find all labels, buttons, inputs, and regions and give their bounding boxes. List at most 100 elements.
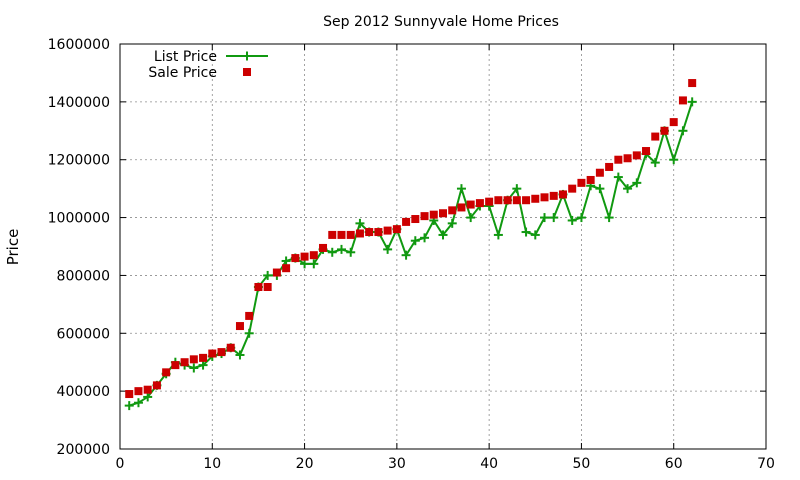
list-price-point	[133, 398, 143, 408]
y-tick-label: 400000	[57, 384, 110, 400]
sale-price-point	[522, 196, 531, 205]
sale-price-point	[263, 283, 272, 291]
list-price-point	[456, 184, 466, 194]
x-tick-label: 30	[388, 456, 406, 472]
sale-price-point	[152, 381, 161, 390]
sale-price-point	[457, 203, 466, 212]
sale-price-point	[217, 348, 226, 357]
legend-swatch-list-price	[226, 51, 268, 61]
sale-price-point	[669, 118, 678, 127]
y-tick-label: 600000	[57, 326, 110, 342]
list-price-point	[355, 218, 365, 228]
sale-price-point	[448, 206, 457, 215]
x-axis-ticks: 0 10 20 30 40 50 60 70	[116, 44, 775, 472]
sale-price-point	[319, 243, 328, 252]
x-tick-label: 70	[757, 456, 775, 472]
list-price-point	[309, 259, 319, 269]
sale-price-point	[125, 390, 134, 399]
grid-lines	[120, 44, 766, 449]
plot-series	[124, 79, 697, 411]
sale-price-point	[642, 147, 651, 156]
legend: List Price Sale Price	[148, 49, 268, 81]
list-price-point	[189, 363, 199, 373]
x-tick-label: 10	[203, 456, 221, 472]
sale-price-point	[392, 225, 401, 234]
list-price-point	[604, 213, 614, 223]
sale-price-point	[309, 251, 318, 260]
sale-price-point	[180, 358, 189, 367]
sale-price-point	[512, 196, 521, 205]
sale-price-point	[420, 212, 429, 221]
y-tick-label: 1000000	[48, 211, 110, 227]
x-tick-label: 0	[116, 456, 125, 472]
list-price-point	[466, 213, 476, 223]
x-tick-label: 20	[296, 456, 314, 472]
y-tick-label: 200000	[57, 442, 110, 458]
list-price-point	[687, 97, 697, 107]
sale-price-point	[595, 168, 604, 177]
sale-price-point	[162, 368, 171, 377]
list-price-point	[623, 184, 633, 194]
sale-price-point	[540, 193, 549, 202]
list-price-point	[263, 270, 273, 280]
list-price-point	[410, 236, 420, 246]
sale-price-point	[208, 349, 217, 358]
series-sale-price	[125, 79, 697, 399]
legend-label-list-price: List Price	[154, 49, 217, 65]
list-price-point	[281, 256, 291, 266]
sale-price-point	[660, 126, 669, 135]
list-price-point	[383, 244, 393, 254]
sale-price-point	[577, 178, 586, 187]
list-price-point	[632, 178, 642, 188]
sale-price-point	[466, 200, 475, 209]
list-price-point	[235, 350, 245, 360]
list-price-point	[124, 401, 134, 411]
sale-price-point	[632, 151, 641, 160]
sale-price-point	[374, 228, 383, 237]
list-price-point	[540, 213, 550, 223]
sale-price-point	[586, 175, 595, 184]
sale-price-point	[134, 387, 143, 396]
list-price-point	[346, 247, 356, 257]
sale-price-point	[189, 355, 198, 364]
y-tick-label: 1600000	[48, 37, 110, 53]
list-price-point	[521, 227, 531, 237]
sale-price-point	[568, 184, 577, 193]
sale-price-point	[688, 79, 697, 88]
sale-price-point	[623, 154, 632, 163]
list-price-point	[576, 213, 586, 223]
sale-price-point	[300, 252, 309, 261]
list-price-point	[336, 244, 346, 254]
sale-price-point	[291, 254, 300, 263]
sale-price-point	[346, 230, 355, 239]
list-price-point	[198, 360, 208, 370]
legend-label-sale-price: Sale Price	[148, 65, 217, 81]
y-tick-label: 800000	[57, 268, 110, 284]
sale-price-point	[678, 96, 687, 105]
list-price-point	[447, 218, 457, 228]
sale-price-point	[143, 385, 152, 394]
plot-area-frame	[119, 43, 767, 450]
sale-price-point	[475, 199, 484, 208]
sale-price-point	[365, 228, 374, 237]
x-tick-label: 50	[573, 456, 591, 472]
sale-price-point	[245, 311, 254, 320]
sale-price-point	[383, 226, 392, 235]
sale-price-point	[439, 209, 447, 218]
sale-price-point	[651, 132, 660, 141]
sale-price-point	[429, 210, 438, 219]
sale-price-point	[614, 155, 623, 164]
sale-price-point	[558, 190, 567, 199]
list-price-point	[595, 184, 605, 194]
sale-price-point	[282, 264, 291, 273]
sale-price-point	[503, 196, 512, 205]
sale-price-point	[235, 322, 244, 331]
sale-price-point	[605, 162, 614, 171]
sale-price-point	[549, 191, 558, 200]
sale-price-point	[226, 343, 235, 352]
y-tick-label: 1200000	[48, 153, 110, 169]
list-price-point	[143, 392, 153, 402]
sale-price-point	[199, 353, 208, 362]
series-list-price	[124, 97, 697, 411]
